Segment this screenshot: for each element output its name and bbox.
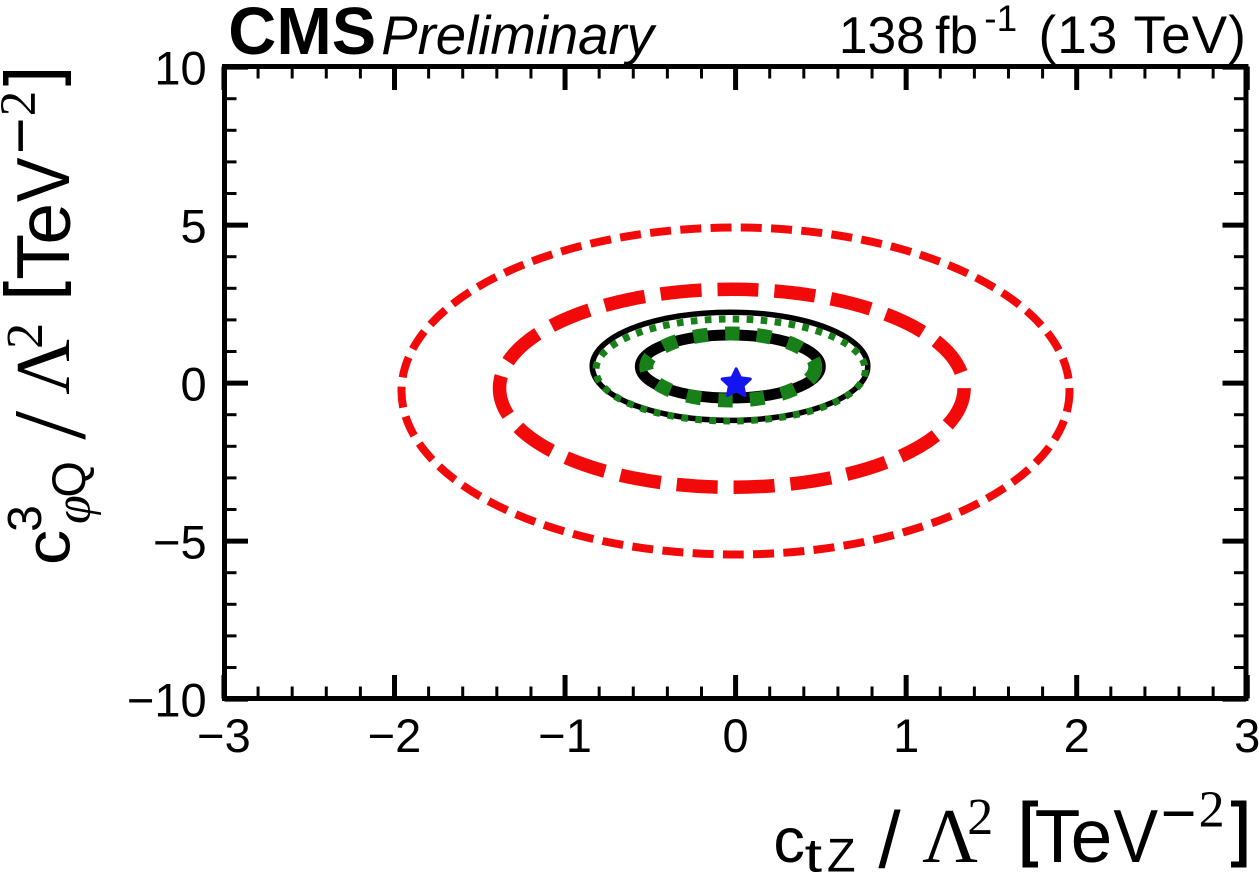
svg-text:Q: Q bbox=[42, 461, 95, 498]
svg-text:3: 3 bbox=[1234, 709, 1259, 762]
svg-text:2: 2 bbox=[0, 323, 54, 349]
svg-text:5: 5 bbox=[181, 199, 207, 252]
svg-text:−10: −10 bbox=[127, 673, 207, 726]
svg-text:138 fb: 138 fb bbox=[839, 6, 978, 64]
svg-text:−1: −1 bbox=[538, 709, 592, 762]
svg-text:Z: Z bbox=[827, 829, 856, 880]
svg-text:3: 3 bbox=[0, 505, 52, 532]
svg-text:t: t bbox=[805, 829, 823, 880]
svg-text:e: e bbox=[2, 203, 86, 245]
svg-text:−5: −5 bbox=[153, 515, 207, 568]
svg-text:/: / bbox=[0, 411, 108, 440]
svg-text:/: / bbox=[878, 795, 901, 880]
svg-text:T: T bbox=[1035, 794, 1081, 878]
svg-text:V: V bbox=[1113, 794, 1158, 878]
svg-text:T: T bbox=[1, 234, 85, 280]
svg-text:2: 2 bbox=[0, 91, 47, 117]
svg-text:−2: −2 bbox=[368, 709, 422, 762]
svg-text:1: 1 bbox=[893, 709, 919, 762]
svg-text:φ: φ bbox=[45, 495, 102, 524]
svg-text:(13 TeV): (13 TeV) bbox=[1039, 6, 1248, 65]
svg-text:2: 2 bbox=[1199, 782, 1225, 839]
svg-text:-1: -1 bbox=[984, 0, 1017, 39]
svg-text:Λ: Λ bbox=[922, 793, 978, 879]
svg-text:−3: −3 bbox=[197, 709, 251, 762]
svg-text:10: 10 bbox=[154, 41, 206, 94]
svg-text:0: 0 bbox=[181, 357, 207, 410]
svg-text:c: c bbox=[14, 530, 84, 565]
svg-text:e: e bbox=[1071, 794, 1113, 878]
svg-text:c: c bbox=[773, 806, 805, 876]
svg-text:CMS: CMS bbox=[228, 0, 376, 69]
svg-text:V: V bbox=[1, 157, 85, 202]
svg-text:Λ: Λ bbox=[0, 339, 86, 395]
svg-text:2: 2 bbox=[1064, 709, 1090, 762]
svg-text:2: 2 bbox=[967, 789, 993, 846]
svg-text:0: 0 bbox=[723, 709, 749, 762]
svg-text:Preliminary: Preliminary bbox=[381, 5, 656, 66]
